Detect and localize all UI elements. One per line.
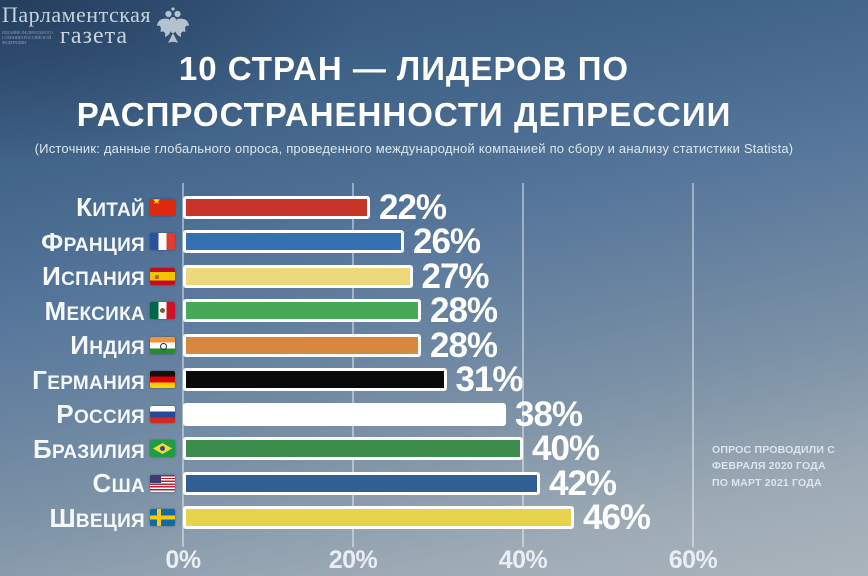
logo-line1: Парламентская	[2, 2, 151, 27]
logo-text: Парламентская Издание Федерального Собра…	[2, 2, 151, 49]
value-label: 42%	[549, 463, 617, 503]
double-headed-eagle-icon	[156, 7, 189, 43]
country-label: Испания	[0, 263, 175, 289]
value-bar	[183, 195, 370, 219]
country-label: Франция	[0, 229, 175, 255]
x-axis-tick-label: 60%	[668, 546, 718, 574]
country-label: Бразилия	[0, 436, 175, 462]
gridline	[182, 183, 184, 547]
country-name: Индия	[70, 330, 145, 360]
chart-row: Швеция 46%	[0, 498, 868, 537]
value-label: 28%	[430, 325, 498, 365]
value-bar	[183, 471, 540, 495]
chart-row: Мексика 28%	[0, 291, 868, 330]
flag-russia-icon	[150, 405, 175, 423]
country-label: Германия	[0, 367, 175, 393]
value-bar	[183, 402, 506, 426]
country-name: Россия	[56, 399, 145, 429]
value-bar	[183, 230, 404, 253]
country-label: Россия	[0, 401, 175, 427]
country-name: Швеция	[49, 502, 145, 533]
page-title-line1: 10 СТРАН — ЛИДЕРОВ ПО	[178, 50, 630, 87]
country-name: Мексика	[44, 295, 145, 326]
chart-row: Бразилия 40%	[0, 429, 868, 468]
country-name: Франция	[41, 226, 145, 257]
flag-india-icon	[150, 336, 175, 354]
chart-row: Китай 22%	[0, 187, 868, 227]
country-label: Мексика	[0, 298, 175, 324]
country-name: Германия	[32, 364, 145, 395]
flag-brazil-icon	[150, 440, 175, 457]
chart-row: Германия 31%	[0, 360, 868, 399]
value-bar	[183, 368, 447, 391]
country-label: Индия	[0, 332, 175, 358]
country-label: Швеция	[0, 505, 175, 531]
value-label: 38%	[515, 394, 583, 434]
logo-line2: газета	[60, 23, 129, 49]
value-label: 40%	[532, 429, 600, 468]
flag-usa-icon	[150, 474, 175, 492]
value-bar	[183, 333, 421, 357]
flag-china-icon	[150, 198, 175, 216]
value-label: 31%	[455, 360, 524, 399]
value-label: 27%	[421, 256, 490, 296]
chart-row: США 42%	[0, 463, 868, 503]
flag-france-icon	[150, 233, 175, 250]
value-label: 46%	[583, 498, 651, 537]
newspaper-logo: Парламентская Издание Федерального Собра…	[2, 4, 191, 48]
x-axis-tick-label: 20%	[328, 546, 378, 574]
value-bar	[183, 299, 421, 322]
gridline	[522, 183, 524, 547]
country-label: США	[0, 470, 175, 496]
value-bar	[183, 264, 413, 288]
country-name: США	[92, 468, 145, 498]
value-label: 28%	[430, 291, 498, 330]
logo-tagline: Издание Федерального Собрания Российской…	[2, 30, 53, 46]
chart-row: Индия 28%	[0, 325, 868, 365]
x-axis-tick-label: 40%	[498, 546, 548, 574]
value-bar	[183, 437, 523, 460]
country-name: Испания	[42, 261, 145, 291]
flag-sweden-icon	[150, 509, 175, 526]
chart-row: Испания 27%	[0, 256, 868, 296]
gridline	[692, 183, 694, 547]
survey-period-note: Опрос проводили с февраля 2020 года по м…	[712, 444, 836, 489]
value-label: 22%	[379, 187, 447, 227]
chart-row: Франция 26%	[0, 222, 868, 261]
country-name: Китай	[76, 192, 145, 222]
country-label: Китай	[0, 194, 175, 220]
gridline	[352, 183, 354, 547]
chart-row: Россия 38%	[0, 394, 868, 434]
flag-spain-icon	[150, 267, 175, 285]
value-bar	[183, 506, 574, 529]
flag-mexico-icon	[150, 302, 175, 319]
page-title-line2: РАСПРОСТРАНЕННОСТИ ДЕПРЕССИИ	[76, 96, 732, 133]
x-axis-tick-label: 0%	[165, 546, 201, 574]
flag-germany-icon	[150, 371, 175, 388]
value-label: 26%	[413, 222, 481, 261]
source-subtitle: (Источник: данные глобального опроса, пр…	[34, 141, 794, 156]
country-name: Бразилия	[32, 433, 145, 464]
